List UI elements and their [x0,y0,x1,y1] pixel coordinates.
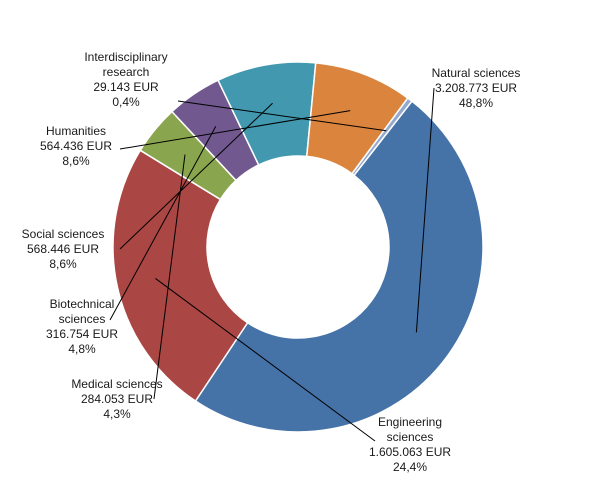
leader-humanities [119,110,351,150]
label-name-line: Interdisciplinary [84,50,167,64]
label-amount: 1.605.063 EUR [369,445,451,459]
donut-slices [112,61,484,433]
label-amount: 29.143 EUR [93,80,159,94]
label-medical-sciences: Medical sciences 284.053 EUR 4,3% [71,377,162,421]
slice-labels: Natural sciences 3.208.773 EUR 48,8% Engine… [22,50,521,474]
label-biotechnical-sciences: Biotechnical sciences 316.754 EUR 4,8% [46,297,118,356]
label-name-line: research [103,65,150,79]
label-percent: 8,6% [49,257,77,271]
leader-engineering-sciences [155,278,376,442]
label-amount: 568.446 EUR [27,242,99,256]
label-amount: 3.208.773 EUR [435,81,517,95]
leader-biotechnical-sciences [109,126,217,321]
label-social-sciences: Social sciences 568.446 EUR 8,6% [22,227,105,271]
label-amount: 316.754 EUR [46,327,118,341]
label-name-line: sciences [387,430,434,444]
label-percent: 4,8% [68,342,96,356]
label-natural-sciences: Natural sciences 3.208.773 EUR 48,8% [432,66,521,110]
label-percent: 0,4% [112,95,140,109]
label-name-line: Social sciences [22,227,105,241]
label-percent: 24,4% [393,460,427,474]
label-humanities: Humanities 564.436 EUR 8,6% [40,124,112,168]
label-name-line: Natural sciences [432,66,521,80]
label-interdisciplinary-research: Interdisciplinary research 29.143 EUR 0,4% [84,50,167,109]
leader-interdisciplinary-research [177,100,387,132]
label-name-line: Medical sciences [71,377,162,391]
label-percent: 48,8% [459,96,493,110]
label-name-line: sciences [59,312,106,326]
label-name-line: Engineering [378,415,442,429]
label-amount: 564.436 EUR [40,139,112,153]
slice-interdisciplinary-research [350,97,413,177]
label-amount: 284.053 EUR [81,392,153,406]
slice-engineering-sciences [112,149,249,403]
leader-medical-sciences [153,154,186,400]
slice-natural-sciences [194,100,484,433]
label-percent: 4,3% [103,407,131,421]
label-name-line: Biotechnical [50,297,115,311]
label-name-line: Humanities [46,124,106,138]
leader-lines [109,87,435,442]
label-engineering-sciences: Engineering sciences 1.605.063 EUR 24,4% [369,415,451,474]
leader-natural-sciences [415,87,435,333]
label-percent: 8,6% [62,154,90,168]
